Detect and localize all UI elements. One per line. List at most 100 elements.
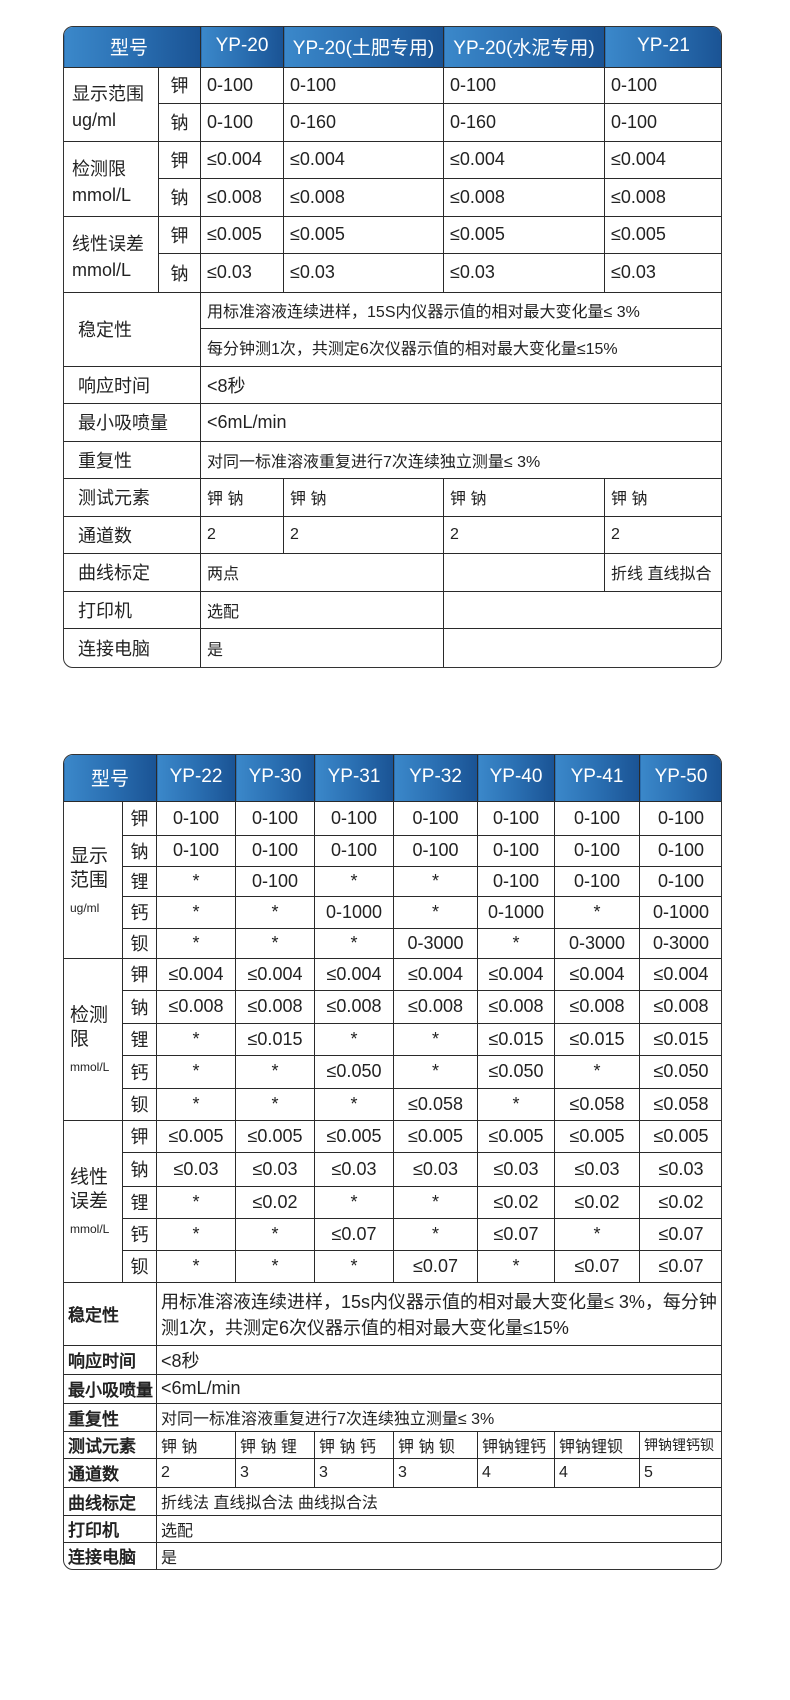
group-label: 线性误差 mmol/L — [64, 1119, 123, 1283]
value-cell: ≤0.004 — [393, 957, 479, 991]
element-label: 锂 — [121, 1185, 158, 1219]
value-cell: 0-100 — [393, 834, 479, 867]
table-row: 每分钟测1次，共测定6次仪器示值的相对最大变化量≤15% — [64, 327, 721, 367]
spec-table-1: 型号 YP-20 YP-20(土肥专用) YP-20(水泥专用) YP-21 显示范围 u… — [63, 26, 722, 668]
printer-value: 选配 — [200, 590, 445, 629]
value-cell: * — [235, 927, 316, 959]
value-cell: 0-100 — [156, 834, 237, 867]
value-cell: * — [235, 1054, 316, 1089]
table-row: 锂 * 0-100 * * 0-100 0-100 0-100 — [64, 865, 721, 897]
channels-value: 4 — [477, 1457, 556, 1488]
response-time-label: 响应时间 — [64, 1344, 158, 1375]
table-row: 曲线标定 折线法 直线拟合法 曲线拟合法 — [64, 1486, 721, 1516]
channels-value: 3 — [314, 1457, 395, 1488]
element-label: 钾 — [157, 66, 202, 104]
pc-label: 连接电脑 — [64, 627, 202, 667]
element-label: 钾 — [121, 1119, 158, 1153]
value-cell: * — [314, 1087, 395, 1121]
elements-value: 钾 钠 — [200, 477, 285, 517]
value-cell: ≤0.058 — [554, 1087, 641, 1121]
stability-line: 用标准溶液连续进样，15S内仪器示值的相对最大变化量≤ 3% — [200, 291, 721, 329]
value-cell: ≤0.005 — [156, 1119, 237, 1153]
value-cell: 0-3000 — [639, 927, 721, 959]
table-row: 稳定性 用标准溶液连续进样，15s内仪器示值的相对最大变化量≤ 3%，每分钟测1次… — [64, 1281, 721, 1346]
table-row: 曲线标定 两点 折线 直线拟合 — [64, 552, 721, 592]
table-row: 钠 ≤0.008 ≤0.008 ≤0.008 ≤0.008 ≤0.008 ≤0.008 ≤0.… — [64, 989, 721, 1024]
value-cell: * — [156, 1249, 237, 1283]
value-cell: ≤0.015 — [235, 1022, 316, 1056]
group-name: 线性误差 — [70, 1167, 109, 1212]
pc-value: 是 — [200, 627, 445, 667]
value-cell: * — [156, 895, 237, 929]
value-cell: * — [554, 895, 641, 929]
table-row: 钙 * * ≤0.07 * ≤0.07 * ≤0.07 — [64, 1217, 721, 1251]
value-cell: 0-100 — [477, 834, 556, 867]
value-cell: ≤0.004 — [200, 140, 285, 179]
value-cell: ≤0.004 — [477, 957, 556, 991]
value-cell: ≤0.050 — [314, 1054, 395, 1089]
table-row: 重复性 对同一标准溶液重复进行7次连续独立测量≤ 3% — [64, 1402, 721, 1432]
value-cell: 0-100 — [639, 800, 721, 836]
value-cell: ≤0.058 — [639, 1087, 721, 1121]
value-cell: * — [314, 927, 395, 959]
value-cell: ≤0.07 — [639, 1249, 721, 1283]
value-cell: 0-3000 — [554, 927, 641, 959]
value-cell: 0-100 — [639, 865, 721, 897]
value-cell: 0-100 — [200, 102, 285, 142]
value-cell: ≤0.008 — [443, 177, 606, 217]
value-cell: 0-100 — [200, 66, 285, 104]
group-unit: ug/ml — [72, 110, 117, 130]
group-unit: mmol/L — [72, 260, 132, 280]
channels-value: 2 — [156, 1457, 237, 1488]
table-row: 钠 0-100 0-100 0-100 0-100 0-100 0-100 0-100 — [64, 834, 721, 867]
value-cell: 0-100 — [314, 800, 395, 836]
value-cell: * — [393, 865, 479, 897]
value-cell: ≤0.004 — [554, 957, 641, 991]
value-cell: ≤0.03 — [283, 252, 445, 293]
group-name: 线性误差 — [72, 234, 144, 254]
table-row: 稳定性 用标准溶液连续进样，15S内仪器示值的相对最大变化量≤ 3% — [64, 291, 721, 367]
repeatability-value: 对同一标准溶液重复进行7次连续独立测量≤ 3% — [156, 1402, 721, 1432]
curve-label: 曲线标定 — [64, 1486, 158, 1516]
value-cell: ≤0.02 — [235, 1185, 316, 1219]
value-cell: ≤0.005 — [554, 1119, 641, 1153]
channels-value: 2 — [200, 515, 285, 554]
value-cell: ≤0.005 — [477, 1119, 556, 1153]
element-label: 钡 — [121, 1249, 158, 1283]
value-cell: * — [235, 1249, 316, 1283]
header-model-label: 型号 — [64, 26, 202, 68]
value-cell: 0-100 — [639, 834, 721, 867]
value-cell: * — [156, 1217, 237, 1251]
value-cell: 0-100 — [554, 865, 641, 897]
group-unit: mmol/L — [72, 184, 132, 205]
value-cell: ≤0.058 — [393, 1087, 479, 1121]
value-cell: 0-1000 — [314, 895, 395, 929]
table-row: 测试元素钾 钠钾 钠钾 钠钾 钠 — [64, 477, 721, 517]
value-cell: ≤0.004 — [283, 140, 445, 179]
table-row: 连接电脑是 — [64, 627, 721, 667]
curve-value: 折线 直线拟合 — [604, 552, 721, 592]
value-cell: * — [156, 1054, 237, 1089]
elements-value: 钾 钠 钙 — [314, 1430, 395, 1459]
element-label: 钙 — [121, 895, 158, 929]
value-cell: ≤0.004 — [604, 140, 721, 179]
elements-value: 钾钠锂钙钡 — [639, 1430, 721, 1459]
value-cell: ≤0.004 — [639, 957, 721, 991]
value-cell: * — [156, 1185, 237, 1219]
value-cell: * — [393, 1054, 479, 1089]
value-cell: ≤0.005 — [443, 215, 606, 254]
value-cell: 0-100 — [283, 66, 445, 104]
value-cell: 0-100 — [554, 800, 641, 836]
element-label: 钾 — [157, 215, 202, 254]
value-cell: ≤0.005 — [393, 1119, 479, 1153]
value-cell: * — [156, 865, 237, 897]
repeatability-value: 对同一标准溶液重复进行7次连续独立测量≤ 3% — [200, 440, 721, 479]
value-cell: ≤0.008 — [283, 177, 445, 217]
value-cell: 0-100 — [235, 834, 316, 867]
min-flow-label: 最小吸喷量 — [64, 1373, 158, 1404]
value-cell: ≤0.07 — [314, 1217, 395, 1251]
value-cell: ≤0.03 — [639, 1151, 721, 1187]
min-flow-value: <6mL/min — [156, 1373, 721, 1404]
element-label: 钠 — [121, 1151, 158, 1187]
group-name: 检测限 — [72, 158, 126, 179]
